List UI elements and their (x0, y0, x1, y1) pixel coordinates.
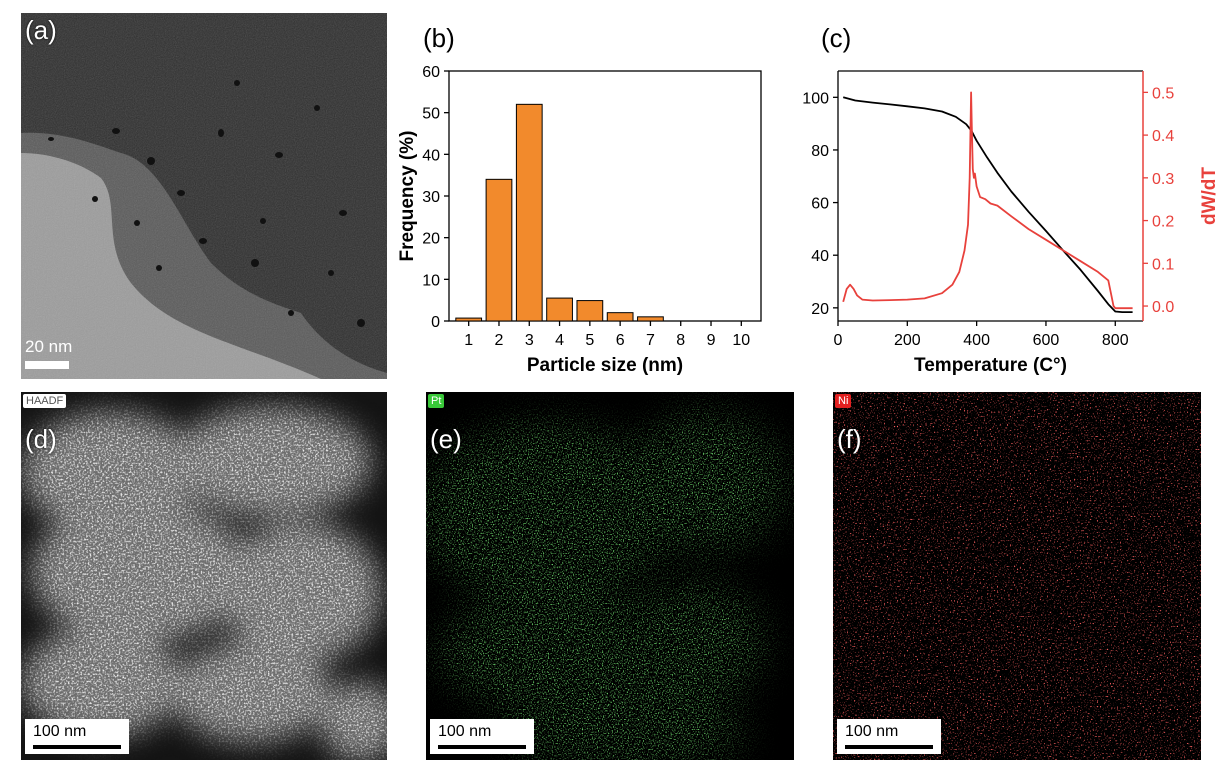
scale-bar-line-f (845, 745, 933, 749)
ni-map-image (833, 392, 1201, 760)
bar-1 (455, 317, 483, 322)
x-tick-label: 200 (894, 332, 921, 349)
weight-series-line (842, 96, 1133, 314)
x-tick-label: 4 (555, 332, 564, 349)
y-tick-label: 60 (422, 64, 440, 81)
x-tick-label: 9 (707, 332, 716, 349)
tem-image-panel-a: (a) 20 nm (21, 13, 387, 379)
y-tick-label: 20 (422, 231, 440, 248)
ni-map-panel-f: Ni (f) 100 nm (833, 392, 1201, 760)
y-tick-label: 0 (431, 314, 440, 331)
tga-chart: 0 200 400 600 800 20 40 60 80 100 0.0 0.1 0.2 0.3 0.4 0… (758, 70, 1220, 376)
y-tick-label: 60 (811, 196, 829, 213)
x-tick-label: 800 (1102, 332, 1129, 349)
panel-label-d: (d) (25, 424, 57, 454)
scale-bar-line-e (438, 745, 526, 749)
scale-bar-f: 100 nm (837, 719, 941, 754)
x-tick-label: 1 (464, 332, 473, 349)
nanoparticles (48, 80, 365, 327)
y-tick-label: 80 (811, 143, 829, 160)
x-tick-label: 6 (616, 332, 625, 349)
y-tick-label: 40 (811, 248, 829, 265)
y-right-tick-label: 0.4 (1152, 128, 1174, 145)
tem-image (21, 13, 387, 379)
ni-badge: Ni (835, 394, 852, 408)
bar-5 (576, 300, 604, 322)
panel-label-b: (b) (423, 23, 455, 53)
x-tick-label: 5 (585, 332, 594, 349)
scale-bar-line-d (33, 745, 121, 749)
panel-label-a: (a) (25, 15, 57, 45)
scale-bar-label-a: 20 nm (25, 337, 73, 356)
y-right-tick-label: 0.3 (1152, 171, 1174, 188)
y-axis-title: Frequency (%) (397, 131, 418, 262)
x-axis-title: Particle size (nm) (527, 355, 683, 376)
scale-bar-a: 20 nm (25, 337, 72, 369)
y-tick-label: 30 (422, 189, 440, 206)
bar-2 (485, 178, 513, 322)
dwdt-series-line (842, 91, 1133, 310)
scale-bar-label-f: 100 nm (845, 723, 899, 740)
panel-label-c: (c) (821, 23, 852, 53)
x-tick-label: 2 (495, 332, 504, 349)
pt-map-image (426, 392, 794, 760)
x-tick-label: 8 (676, 332, 685, 349)
haadf-image-panel-d: HAADF (d) 100 nm (21, 392, 387, 760)
bar-4 (546, 297, 573, 322)
y-right-tick-label: 0.5 (1152, 85, 1174, 102)
panel-label-f: (f) (837, 424, 862, 454)
x-tick-label: 10 (732, 332, 750, 349)
y-right-tick-label: 0.2 (1152, 214, 1174, 231)
y-tick-label: 40 (422, 147, 440, 164)
scale-bar-d: 100 nm (25, 719, 129, 754)
y-tick-label: 20 (811, 301, 829, 318)
scale-bar-line-a (25, 361, 69, 369)
histogram-chart: 0 10 20 30 40 50 60 1 2 3 4 5 6 7 8 9 10 Particle size (n… (397, 64, 762, 376)
scale-bar-label-d: 100 nm (33, 723, 87, 740)
pt-map-panel-e: Pt (e) 100 nm (426, 392, 794, 760)
x-tick-label: 0 (834, 332, 843, 349)
y-tick-label: 100 (802, 90, 829, 107)
bar-6 (606, 312, 634, 322)
y-right-tick-label: 0.1 (1152, 256, 1174, 273)
y-tick-label: 10 (422, 272, 440, 289)
x-tick-label: 400 (963, 332, 990, 349)
bar-7 (637, 316, 664, 322)
histogram-panel-b: (b) 0 10 20 30 40 50 60 1 2 3 4 5 6 7 8 9 10 Particle siz… (395, 15, 775, 377)
y-right-axis-title: dW/dT (1199, 167, 1220, 225)
scale-bar-label-e: 100 nm (438, 723, 492, 740)
pt-badge: Pt (428, 394, 445, 408)
haadf-image (21, 392, 387, 760)
y-right-tick-label: 0.0 (1152, 299, 1174, 316)
panel-label-e: (e) (430, 424, 462, 454)
bar-3 (515, 103, 543, 322)
scale-bar-e: 100 nm (430, 719, 534, 754)
haadf-badge: HAADF (23, 394, 67, 408)
x-tick-label: 3 (525, 332, 534, 349)
tga-panel-c: (c) 0 200 400 600 800 20 40 60 80 100 0.0 0.1 0.2 0.3… (758, 15, 1232, 377)
x-tick-label: 7 (646, 332, 655, 349)
x-axis-title: Temperature (C°) (914, 355, 1067, 376)
y-tick-label: 50 (422, 106, 440, 123)
x-tick-label: 600 (1033, 332, 1060, 349)
